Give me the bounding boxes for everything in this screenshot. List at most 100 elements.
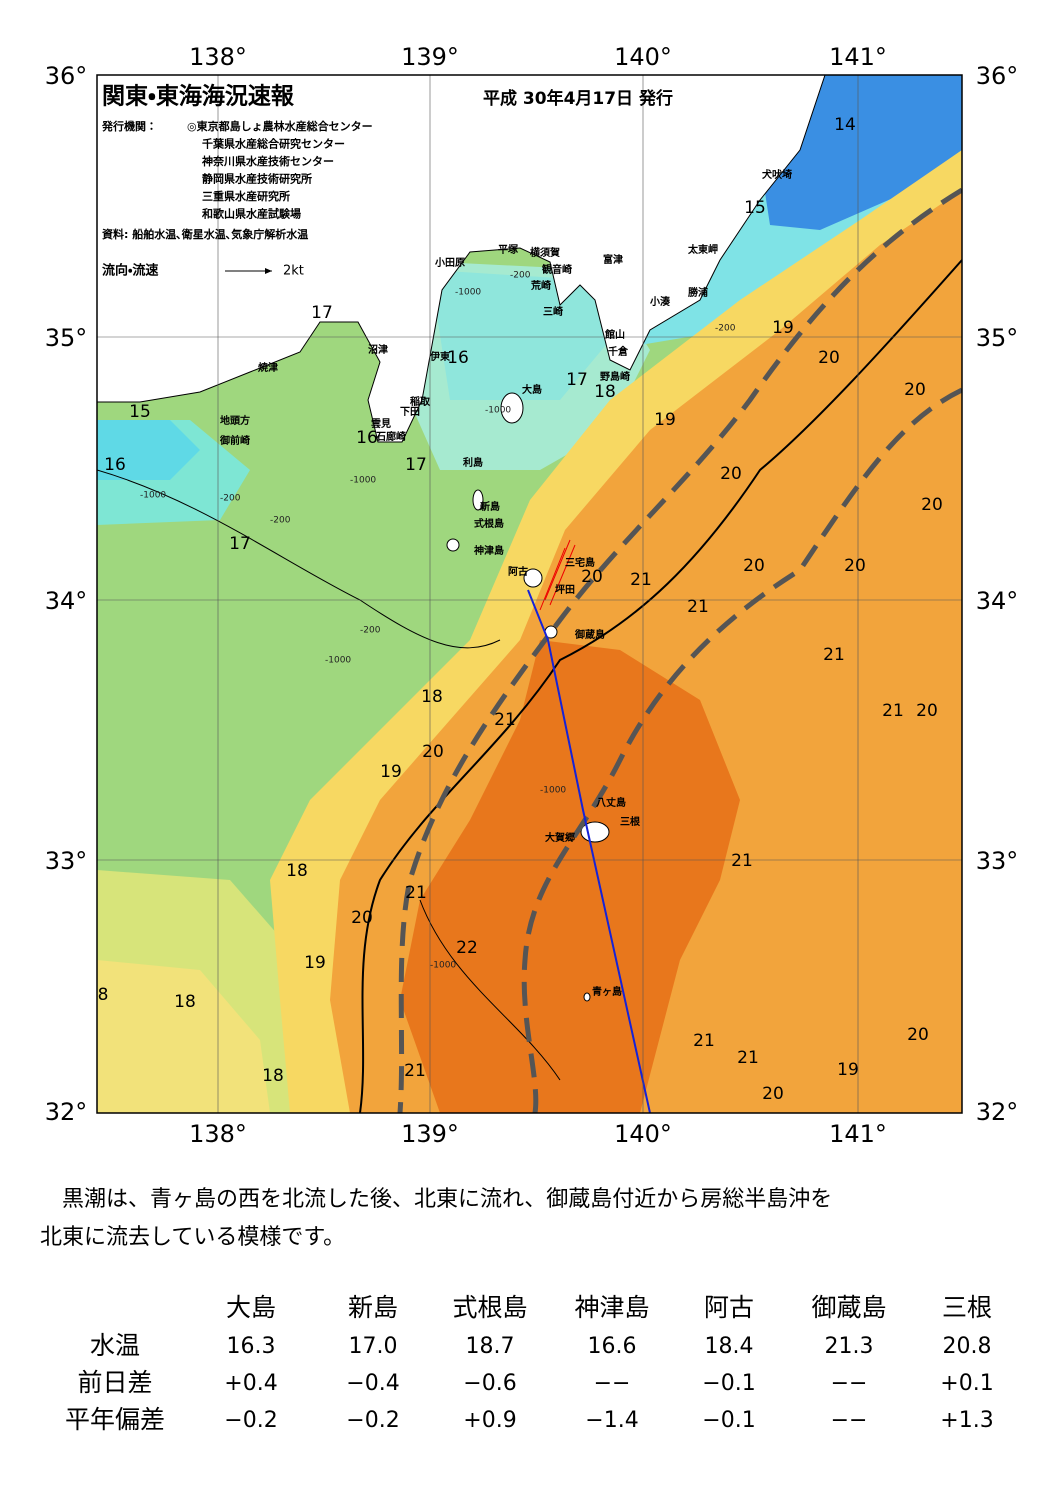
publisher: ◎東京都島しょ農林水産総合センター <box>187 119 373 133</box>
isotherm-label: 16 <box>356 428 378 448</box>
depth-label: -200 <box>510 271 531 281</box>
place-name: 新島 <box>479 500 500 513</box>
table-cell: −− <box>831 1371 868 1396</box>
isotherm <box>419 899 561 1081</box>
place-name: 野島崎 <box>600 370 630 383</box>
place-name: 御蔵島 <box>574 628 605 641</box>
depth-label: -200 <box>270 516 291 526</box>
isotherm-label: 14 <box>834 115 856 135</box>
place-name: 利島 <box>463 456 483 469</box>
place-name: 地頭方 <box>220 414 250 427</box>
depth-label: -1000 <box>485 406 511 416</box>
isotherm-label: 21 <box>494 710 516 730</box>
depth-label: -200 <box>715 324 736 334</box>
table-cell: 21.3 <box>825 1334 874 1359</box>
isotherm-label: 18 <box>262 1066 284 1086</box>
column-header: 大島 <box>226 1293 276 1322</box>
isotherm-label: 19 <box>654 410 676 430</box>
isotherm-label: 19 <box>380 762 402 782</box>
kuroshio-axis <box>521 387 962 1113</box>
isotherm-label: 19 <box>837 1060 859 1080</box>
table-cell: −0.1 <box>702 1408 755 1433</box>
current-vectors <box>539 539 576 611</box>
latitude-label: 32° <box>45 1098 88 1126</box>
isotherm-label: 18 <box>286 861 308 881</box>
isotherm-label: 8 <box>98 985 109 1005</box>
issue-date: 平成 30年4月17日 発行 <box>483 88 673 109</box>
publisher: 和歌山県水産試験場 <box>202 207 301 221</box>
longitude-label: 139° <box>401 1120 459 1148</box>
table-cell: 18.7 <box>466 1334 515 1359</box>
isotherm-label: 20 <box>422 742 444 762</box>
depth-label: -200 <box>220 494 241 504</box>
table-cell: 17.0 <box>349 1334 398 1359</box>
column-header: 新島 <box>348 1293 398 1322</box>
isotherm-label: 16 <box>447 348 469 368</box>
isotherm-label: 16 <box>104 455 126 475</box>
sea-zone <box>430 270 610 400</box>
island <box>583 992 591 1002</box>
table-cell: −0.2 <box>224 1408 277 1433</box>
place-name: 犬吠埼 <box>762 168 792 181</box>
graticule <box>97 75 962 1113</box>
place-name: 伊東 <box>429 350 450 363</box>
depth-label: -1000 <box>350 476 376 486</box>
isotherm-label: 20 <box>351 908 373 928</box>
island <box>523 568 543 588</box>
isotherm-label: 20 <box>844 556 866 576</box>
place-name: 館山 <box>604 328 625 341</box>
table-cell: −0.4 <box>346 1371 399 1396</box>
table-cell: −− <box>831 1408 868 1433</box>
island <box>446 538 460 552</box>
latitude-label: 33° <box>45 847 88 875</box>
depth-label: -1000 <box>325 656 351 666</box>
place-name: 青ヶ島 <box>592 985 622 998</box>
place-name: 三宅島 <box>565 556 595 569</box>
place-name: 大島 <box>522 383 542 396</box>
place-name: 石廊崎 <box>375 430 406 443</box>
isotherm-label: 20 <box>907 1025 929 1045</box>
latitude-label: 36° <box>976 62 1019 90</box>
place-name: 神津島 <box>473 544 504 557</box>
place-name: 荒崎 <box>530 279 551 292</box>
legend: 流向・流速 <box>102 263 158 279</box>
isotherm-label: 21 <box>731 851 753 871</box>
place-name: 焼津 <box>258 361 278 374</box>
table-cell: −0.2 <box>346 1408 399 1433</box>
sea-zone <box>97 420 200 480</box>
place-name: 勝浦 <box>688 286 708 299</box>
table-cell: −1.4 <box>585 1408 638 1433</box>
column-header: 御蔵島 <box>811 1293 886 1322</box>
isotherm-label: 21 <box>687 597 709 617</box>
latitude-label: 36° <box>45 62 88 90</box>
table-cell: +0.1 <box>940 1371 993 1396</box>
island <box>472 489 484 511</box>
isotherm-label: 21 <box>404 1061 426 1081</box>
latitude-label: 35° <box>976 324 1019 352</box>
isotherm-label: 17 <box>311 303 333 323</box>
table-cell: 18.4 <box>705 1334 754 1359</box>
longitude-label: 140° <box>614 1120 672 1148</box>
place-name: 小湊 <box>649 295 671 308</box>
isotherm-label: 19 <box>772 318 794 338</box>
place-name: 八丈島 <box>596 796 626 809</box>
place-name: 富津 <box>603 253 623 266</box>
table-cell: 20.8 <box>943 1334 992 1359</box>
depth-label: -200 <box>360 626 381 636</box>
longitude-label: 140° <box>614 43 672 71</box>
place-name: 千倉 <box>608 345 629 358</box>
isotherm-label: 20 <box>818 348 840 368</box>
place-name: 下田 <box>400 406 420 418</box>
isotherm <box>359 259 962 1113</box>
isotherm-label: 15 <box>744 198 766 218</box>
latitude-label: 35° <box>45 324 88 352</box>
table-cell: 16.3 <box>227 1334 276 1359</box>
place-name: 式根島 <box>474 517 504 530</box>
table-cell: +0.9 <box>463 1408 516 1433</box>
table-cell: 16.6 <box>588 1334 637 1359</box>
place-name: 観音崎 <box>542 263 572 276</box>
isotherm-label: 19 <box>304 953 326 973</box>
longitude-label: 138° <box>189 1120 247 1148</box>
place-name: 大賀郷 <box>545 831 575 844</box>
